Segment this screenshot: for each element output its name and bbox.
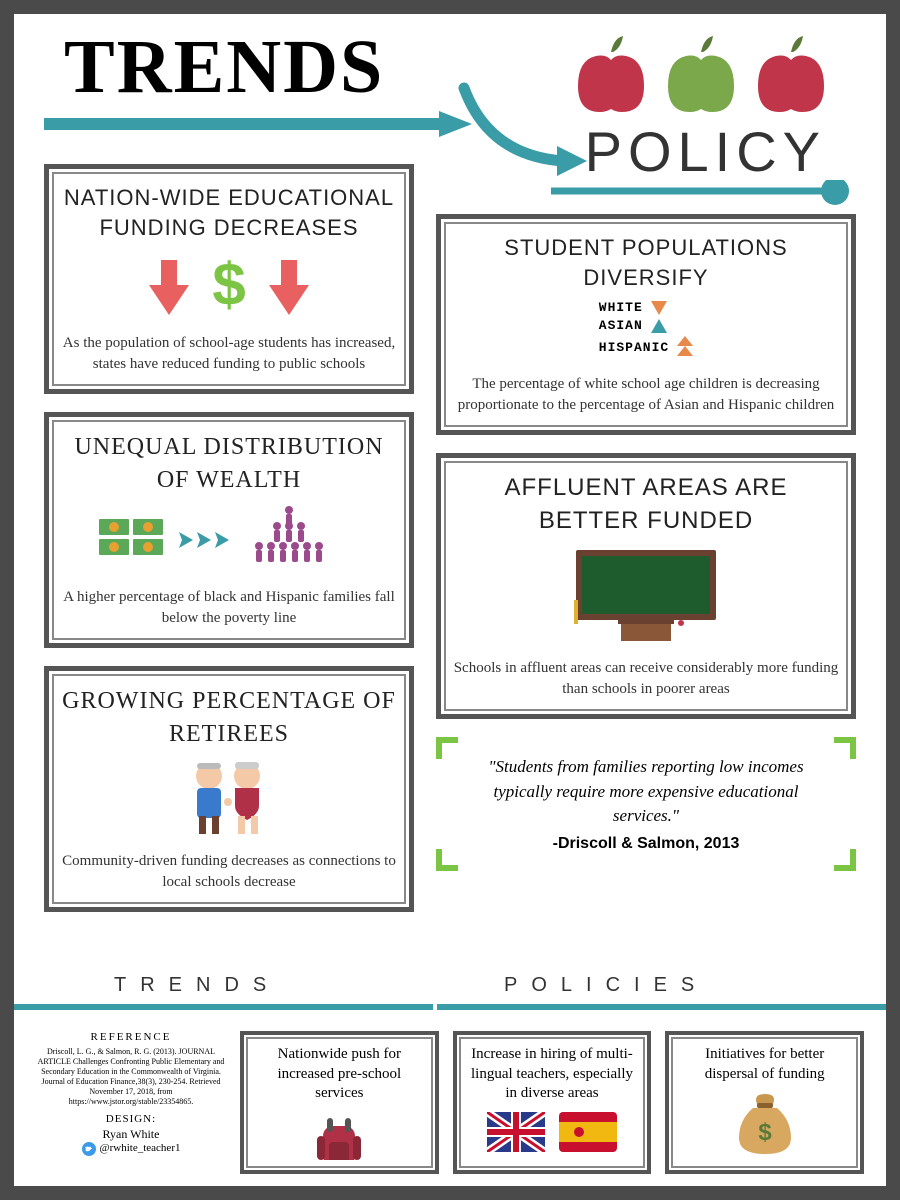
apple-icon xyxy=(756,34,826,112)
card-title: GROWING PERCENTAGE OF RETIREES xyxy=(61,685,397,750)
footer: REFERENCE Driscoll, L. G., & Salmon, R. … xyxy=(14,1019,886,1186)
demo-row: ASIAN xyxy=(599,318,693,333)
section-divider xyxy=(14,1004,886,1010)
apple-icon xyxy=(576,34,646,112)
columns: NATION-WIDE EDUCATIONAL FUNDING DECREASE… xyxy=(14,164,886,912)
card-body: Community-driven funding decreases as co… xyxy=(61,851,397,893)
demo-row: WHITE xyxy=(599,300,693,315)
card-title: AFFLUENT AREAS ARE BETTER FUNDED xyxy=(453,472,839,537)
policy-card-preschool: Nationwide push for increased pre-school… xyxy=(240,1031,439,1174)
apple-icon xyxy=(666,34,736,112)
policy-text: Increase in hiring of multi-lingual teac… xyxy=(465,1045,640,1104)
money-people-icon xyxy=(61,504,397,579)
double-triangle-up-icon xyxy=(677,336,693,358)
dollar-down-icon: $ xyxy=(61,250,397,325)
policy-card-funding: Initiatives for better dispersal of fund… xyxy=(665,1031,864,1174)
infographic-page: TRENDS POLICY NATION-WIDE EDUCATIONAL FU… xyxy=(14,14,886,1186)
twitter-handle: @rwhite_teacher1 xyxy=(36,1142,226,1156)
card-diversify: STUDENT POPULATIONS DIVERSIFY WHITE ASIA… xyxy=(436,214,856,435)
card-funding-decreases: NATION-WIDE EDUCATIONAL FUNDING DECREASE… xyxy=(44,164,414,394)
right-column: STUDENT POPULATIONS DIVERSIFY WHITE ASIA… xyxy=(436,214,856,912)
apples-row xyxy=(576,34,826,112)
card-body: As the population of school-age students… xyxy=(61,333,397,375)
card-retirees: GROWING PERCENTAGE OF RETIREES Community… xyxy=(44,666,414,912)
card-body: The percentage of white school age child… xyxy=(453,374,839,416)
quote-attribution: -Driscoll & Salmon, 2013 xyxy=(466,835,826,853)
triangle-down-icon xyxy=(651,301,667,315)
reference-box: REFERENCE Driscoll, L. G., & Salmon, R. … xyxy=(36,1031,226,1174)
svg-text:$: $ xyxy=(212,251,245,318)
corner-icon xyxy=(834,737,856,759)
corner-icon xyxy=(834,849,856,871)
policy-text: Initiatives for better dispersal of fund… xyxy=(677,1045,852,1084)
quote-box: "Students from families reporting low in… xyxy=(436,737,856,871)
demo-label: WHITE xyxy=(599,300,643,315)
spain-flag-icon xyxy=(559,1112,617,1152)
card-affluent: AFFLUENT AREAS ARE BETTER FUNDED Schools… xyxy=(436,453,856,719)
policies-label: POLICIES xyxy=(504,974,708,997)
left-column: NATION-WIDE EDUCATIONAL FUNDING DECREASE… xyxy=(44,164,414,912)
handle-text: @rwhite_teacher1 xyxy=(100,1142,181,1156)
designer-name: Ryan White xyxy=(36,1127,226,1142)
card-body: Schools in affluent areas can receive co… xyxy=(453,658,839,700)
design-label: DESIGN: xyxy=(36,1113,226,1127)
reference-title: REFERENCE xyxy=(36,1031,226,1045)
triangle-up-icon xyxy=(651,319,667,333)
corner-icon xyxy=(436,737,458,759)
retirees-icon xyxy=(61,758,397,843)
card-title: UNEQUAL DISTRIBUTION OF WEALTH xyxy=(61,431,397,496)
flags-row xyxy=(465,1112,640,1152)
policy-card-teachers: Increase in hiring of multi-lingual teac… xyxy=(453,1031,652,1174)
policy-text: Nationwide push for increased pre-school… xyxy=(252,1045,427,1104)
corner-icon xyxy=(436,849,458,871)
demo-label: HISPANIC xyxy=(599,340,669,355)
reference-text: Driscoll, L. G., & Salmon, R. G. (2013).… xyxy=(36,1047,226,1107)
demo-label: ASIAN xyxy=(599,318,643,333)
card-wealth-distribution: UNEQUAL DISTRIBUTION OF WEALTH xyxy=(44,412,414,648)
card-title: STUDENT POPULATIONS DIVERSIFY xyxy=(453,233,839,292)
trends-title: TRENDS xyxy=(64,24,384,111)
backpack-icon xyxy=(309,1112,369,1161)
demographics-list: WHITE ASIAN HISPANIC xyxy=(599,300,693,358)
card-title: NATION-WIDE EDUCATIONAL FUNDING DECREASE… xyxy=(61,183,397,242)
card-body: A higher percentage of black and Hispani… xyxy=(61,587,397,629)
uk-flag-icon xyxy=(487,1112,545,1152)
svg-text:$: $ xyxy=(758,1119,772,1146)
chalkboard-icon xyxy=(453,545,839,650)
quote-text: "Students from families reporting low in… xyxy=(466,755,826,829)
trends-label: TRENDS xyxy=(114,974,280,997)
header: TRENDS POLICY xyxy=(14,14,886,184)
arrow-right-icon xyxy=(44,109,474,139)
twitter-icon xyxy=(82,1142,96,1156)
moneybag-icon: $ xyxy=(735,1092,795,1156)
demo-row: HISPANIC xyxy=(599,336,693,358)
